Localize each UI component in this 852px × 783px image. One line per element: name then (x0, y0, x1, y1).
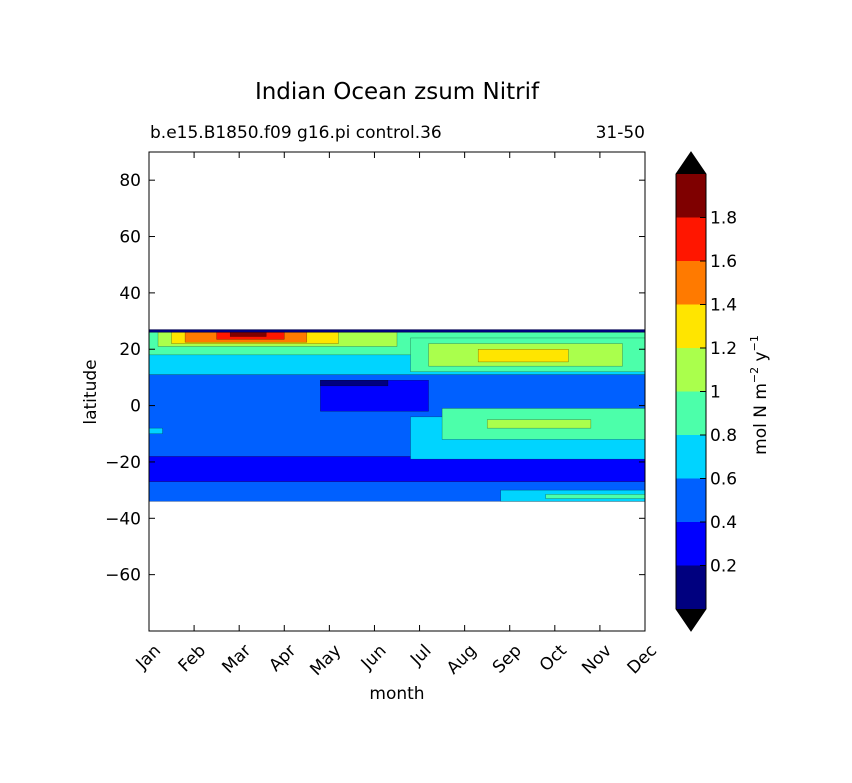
colorbar-tick-label: 0.4 (710, 513, 737, 533)
y-axis-label: latitude (81, 359, 101, 424)
colorbar-label-main: mol N m (751, 383, 771, 455)
colorbar-tick-label: 1.2 (710, 339, 737, 359)
colorbar-outline (675, 151, 707, 632)
colorbar-tick-label: 1.8 (710, 209, 737, 229)
y-tick-label: −40 (105, 509, 141, 529)
contour-region-band-south-low (148, 456, 646, 482)
chart-subtitle-right: 31-50 (596, 123, 645, 143)
y-tick-label: 60 (119, 228, 141, 248)
x-tick-label: May (306, 641, 345, 680)
x-tick-label: Oct (536, 641, 571, 676)
contour-region-patch-equatorial-west (148, 427, 163, 434)
colorbar-tick-label: 1 (710, 383, 721, 403)
colorbar-tick-label: 1.6 (710, 252, 737, 272)
colorbar-extend-low (676, 609, 706, 631)
colorbar-segment (676, 174, 706, 218)
colorbar-tick-label: 0.8 (710, 426, 737, 446)
colorbar-segment (676, 217, 706, 261)
colorbar-segment (676, 435, 706, 479)
colorbar-segment (676, 391, 706, 435)
colorbar-label: mol N m−2 y−1 (748, 335, 771, 455)
colorbar-segment (676, 478, 706, 522)
chart-title: Indian Ocean zsum Nitrif (255, 79, 540, 105)
contour-region-band-northern-edge (148, 329, 646, 333)
x-tick-label: Dec (624, 641, 661, 678)
chart-subtitle-left: b.e15.B1850.f09 g16.pi control.36 (150, 123, 442, 143)
y-axis: 80 60 40 20 0 −20 −40 −60 (105, 171, 645, 586)
y-tick-label: 0 (130, 397, 141, 417)
x-tick-label: Aug (443, 641, 481, 679)
colorbar-label-exp2: −1 (748, 335, 761, 351)
x-axis-label: month (369, 684, 424, 704)
plot-fill-layer (148, 329, 646, 502)
x-tick-label: Jan (132, 641, 165, 674)
contour-region-patch-equatorial-max (486, 419, 592, 429)
x-tick-label: Nov (578, 641, 616, 679)
y-tick-label: −20 (105, 453, 141, 473)
colorbar-extend-high (676, 152, 706, 174)
colorbar-segment (676, 522, 706, 566)
colorbar: 0.2 0.4 0.6 0.8 1 1.2 1.4 1.6 1.8 (675, 151, 737, 632)
contour-region-patch-may-min (320, 380, 389, 387)
x-tick-label: Jun (357, 641, 391, 675)
y-tick-label: −60 (105, 566, 141, 586)
x-tick-label: Feb (175, 641, 210, 676)
colorbar-segment (676, 565, 706, 609)
y-tick-label: 80 (119, 171, 141, 191)
y-tick-label: 40 (119, 284, 141, 304)
colorbar-tick-label: 1.4 (710, 296, 737, 316)
colorbar-label-mid: y (751, 351, 771, 366)
x-tick-label: Sep (489, 641, 526, 678)
colorbar-tick-label: 0.6 (710, 470, 737, 490)
y-tick-label: 20 (119, 340, 141, 360)
x-tick-label: Jul (406, 641, 435, 670)
colorbar-segment (676, 261, 706, 305)
x-tick-label: Apr (265, 641, 300, 676)
colorbar-label-exp1: −2 (748, 367, 761, 383)
x-tick-label: Mar (218, 641, 255, 678)
contour-region-patch-aug-north-max (477, 349, 569, 363)
colorbar-tick-label: 0.2 (710, 557, 737, 577)
plot-frame (148, 151, 646, 632)
colorbar-segment (676, 304, 706, 348)
contour-region-patch-oct-south (545, 494, 646, 499)
colorbar-segment (676, 348, 706, 392)
